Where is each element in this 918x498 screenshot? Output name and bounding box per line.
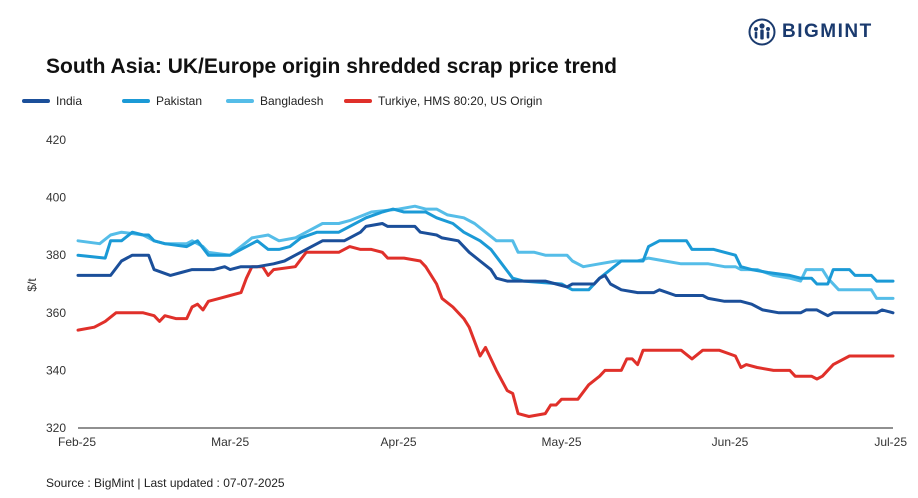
source-note: Source : BigMint | Last updated : 07-07-… bbox=[46, 476, 285, 490]
x-tick-label: Apr-25 bbox=[381, 435, 417, 449]
x-axis: Feb-25 Mar-25 Apr-25 May-25 Jun-25 Jul-25 bbox=[58, 428, 907, 449]
y-axis: 320 340 360 380 400 420 bbox=[46, 133, 66, 435]
series-line-pakistan bbox=[78, 209, 893, 290]
series-layer bbox=[78, 206, 893, 416]
x-tick-label: Feb-25 bbox=[58, 435, 96, 449]
y-tick-label: 340 bbox=[46, 363, 66, 377]
x-tick-label: Jul-25 bbox=[874, 435, 907, 449]
y-tick-label: 400 bbox=[46, 191, 66, 205]
x-tick-label: Jun-25 bbox=[712, 435, 749, 449]
y-axis-label: $/t bbox=[25, 278, 39, 292]
x-tick-label: May-25 bbox=[542, 435, 582, 449]
x-tick-label: Mar-25 bbox=[211, 435, 249, 449]
y-tick-label: 420 bbox=[46, 133, 66, 147]
series-line-bangladesh bbox=[78, 206, 893, 298]
y-tick-label: 380 bbox=[46, 248, 66, 262]
series-line-india bbox=[78, 224, 893, 316]
y-tick-label: 320 bbox=[46, 421, 66, 435]
y-tick-label: 360 bbox=[46, 306, 66, 320]
line-chart: 320 340 360 380 400 420 Feb-25 Mar-25 Apr-25 May… bbox=[0, 0, 918, 470]
